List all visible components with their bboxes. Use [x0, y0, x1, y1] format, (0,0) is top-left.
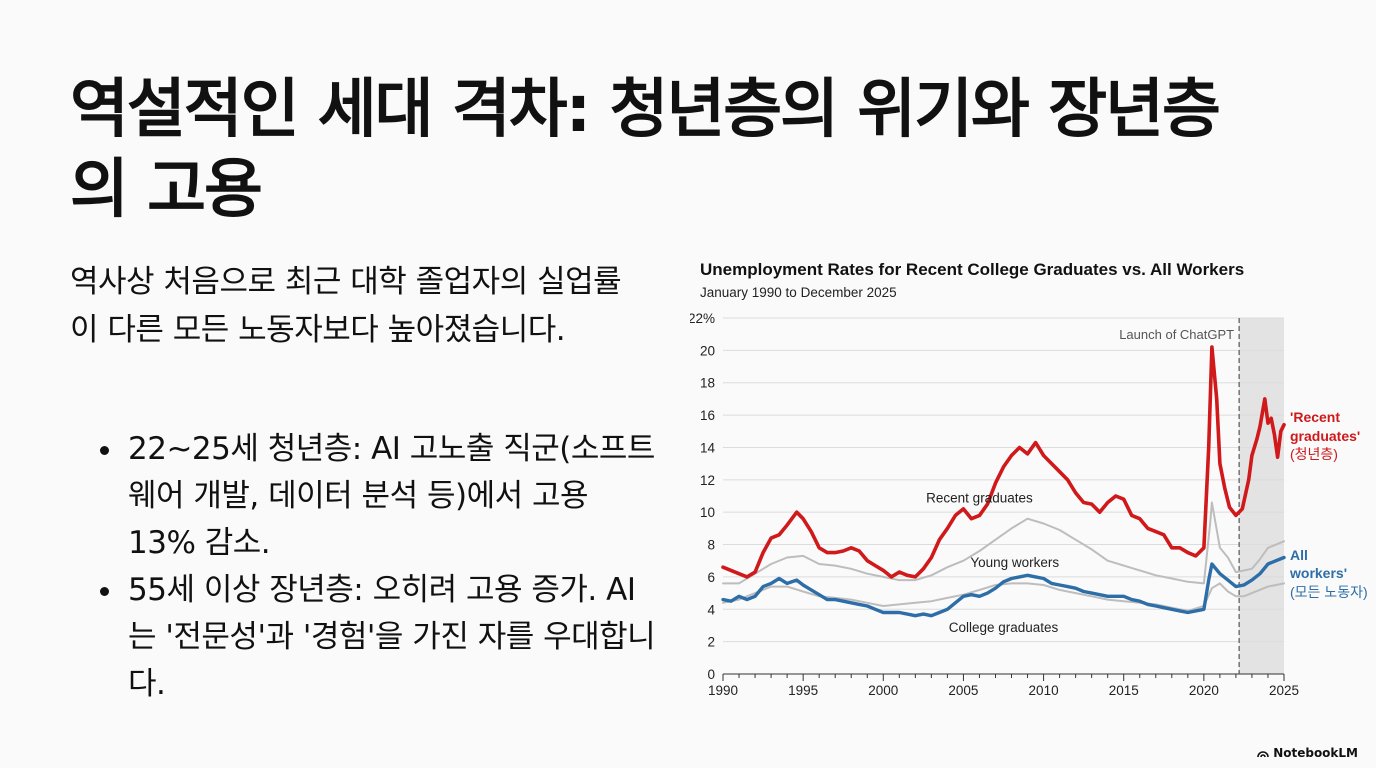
- y-tick-label: 6: [707, 570, 715, 585]
- series-annotation: Recent graduates: [926, 490, 1033, 505]
- y-tick-label: 14: [700, 440, 716, 455]
- x-tick-label: 1990: [708, 683, 738, 698]
- chart-title: Unemployment Rates for Recent College Gr…: [700, 260, 1244, 279]
- x-tick-label: 2020: [1189, 683, 1219, 698]
- y-tick-label: 22%: [690, 311, 715, 326]
- recent-graduates-label: graduates': [1290, 428, 1360, 444]
- series-line-young-workers: [722, 501, 1285, 585]
- recent-graduates-label: 'Recent: [1290, 409, 1340, 425]
- notebooklm-logo: NotebookLM: [1257, 746, 1358, 760]
- x-tick-label: 2025: [1269, 683, 1299, 698]
- y-tick-label: 12: [700, 473, 715, 488]
- bullet-dot-icon: [100, 587, 109, 596]
- x-tick-label: 2000: [868, 683, 898, 698]
- x-tick-label: 2010: [1029, 683, 1059, 698]
- series-annotation: Young workers: [970, 555, 1059, 570]
- y-tick-label: 2: [707, 635, 715, 650]
- bullet-text: 22~25세 청년층: AI 고노출 직군(소프트웨어 개발, 데이터 분석 등…: [128, 431, 655, 561]
- chatgpt-launch-label: Launch of ChatGPT: [1119, 327, 1234, 342]
- all-workers-label: All: [1290, 547, 1308, 563]
- bullet-dot-icon: [100, 446, 109, 455]
- series-annotation: College graduates: [949, 620, 1059, 635]
- bullet-item: 55세 이상 장년층: 오히려 고용 증가. AI는 '전문성'과 '경험'을 …: [100, 567, 660, 708]
- y-tick-label: 20: [700, 343, 715, 358]
- slide-title: 역설적인 세대 격차: 청년층의 위기와 장년층의 고용: [70, 73, 1221, 227]
- brand-label: NotebookLM: [1273, 746, 1358, 760]
- series-line-all-workers: [721, 555, 1286, 618]
- chart-svg: Unemployment Rates for Recent College Gr…: [688, 260, 1368, 698]
- x-tick-label: 2015: [1109, 683, 1139, 698]
- recent-graduates-label: (청년층): [1290, 446, 1338, 462]
- series-line-recent-graduates: [721, 345, 1286, 579]
- y-tick-label: 4: [707, 602, 715, 617]
- notebooklm-icon: [1257, 750, 1269, 757]
- bullet-list: 22~25세 청년층: AI 고노출 직군(소프트웨어 개발, 데이터 분석 등…: [100, 426, 660, 708]
- y-tick-label: 8: [707, 538, 715, 553]
- x-tick-label: 1995: [788, 683, 818, 698]
- all-workers-label: (모든 노동자): [1290, 584, 1368, 600]
- y-tick-label: 18: [700, 376, 715, 391]
- intro-text: 역사상 처음으로 최근 대학 졸업자의 실업률이 다른 모든 노동자보다 높아졌…: [70, 264, 622, 348]
- x-tick-label: 2005: [948, 683, 978, 698]
- chart-subtitle: January 1990 to December 2025: [700, 285, 897, 300]
- bullet-item: 22~25세 청년층: AI 고노출 직군(소프트웨어 개발, 데이터 분석 등…: [100, 426, 660, 567]
- y-tick-label: 16: [700, 408, 715, 423]
- unemployment-chart: Unemployment Rates for Recent College Gr…: [688, 250, 1376, 710]
- bullet-text: 55세 이상 장년층: 오히려 고용 증가. AI는 '전문성'과 '경험'을 …: [128, 572, 656, 702]
- y-tick-label: 0: [707, 667, 715, 682]
- all-workers-label: workers': [1289, 565, 1347, 581]
- y-tick-label: 10: [700, 505, 715, 520]
